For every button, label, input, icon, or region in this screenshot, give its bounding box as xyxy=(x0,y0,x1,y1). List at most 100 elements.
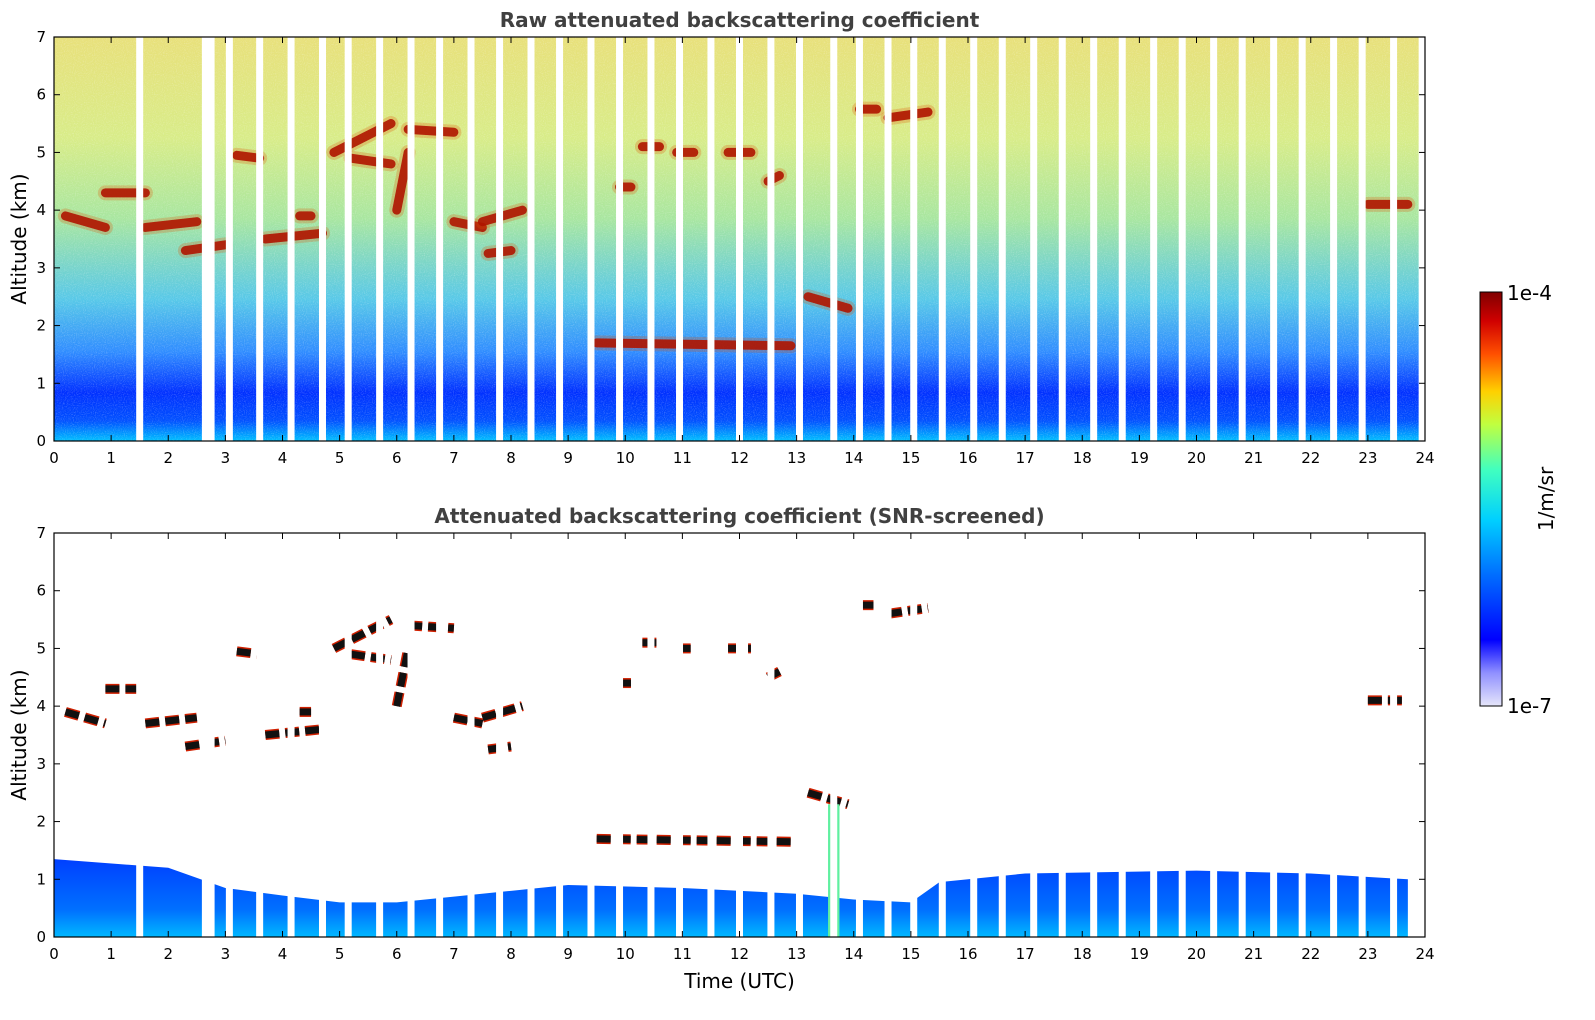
x-tick-label: 20 xyxy=(1187,945,1206,963)
x-tick-label: 19 xyxy=(1130,945,1149,963)
profile-gap xyxy=(527,533,535,937)
profile-gap xyxy=(1210,533,1218,937)
profile-gaps xyxy=(136,37,1425,441)
screened-cloud-layer xyxy=(407,621,455,632)
profile-gap xyxy=(1330,37,1338,441)
x-tick-label: 8 xyxy=(506,449,516,467)
x-tick-label: 21 xyxy=(1244,449,1263,467)
x-tick-label: 8 xyxy=(506,945,516,963)
profile-gap xyxy=(1238,533,1246,937)
screened-cloud-layer xyxy=(807,789,850,808)
cloud-layer xyxy=(346,153,396,169)
cloud-layer-halo xyxy=(589,335,799,354)
profile-gap xyxy=(1270,37,1278,441)
profile-gap xyxy=(496,37,504,441)
profile-gap xyxy=(527,37,535,441)
x-tick-label: 4 xyxy=(278,449,288,467)
profile-gap xyxy=(855,37,863,441)
profile-gap xyxy=(855,533,863,937)
y-tick-label: 7 xyxy=(36,524,46,542)
profile-gap xyxy=(556,533,564,937)
cloud-layer-halo xyxy=(389,144,416,218)
y-tick-label: 0 xyxy=(36,928,46,946)
profile-gap xyxy=(767,37,775,441)
x-tick-label: 9 xyxy=(563,945,573,963)
profile-gap xyxy=(407,533,415,937)
profile-gaps xyxy=(136,533,1425,937)
x-tick-label: 13 xyxy=(787,449,806,467)
profile-gap xyxy=(647,37,655,441)
y-tick-label: 1 xyxy=(36,870,46,888)
profile-gap xyxy=(910,533,918,937)
profile-gap xyxy=(736,37,743,441)
colorbar-unit-label: 1/m/sr xyxy=(1534,466,1558,531)
x-tick-label: 24 xyxy=(1415,449,1434,467)
x-tick-label: 14 xyxy=(844,945,863,963)
x-tick-label: 10 xyxy=(616,945,635,963)
y-tick-label: 5 xyxy=(36,143,46,161)
y-tick-label: 1 xyxy=(36,374,46,392)
profile-gap xyxy=(467,533,475,937)
y-tick-label: 5 xyxy=(36,639,46,657)
x-tick-label: 4 xyxy=(278,945,288,963)
screened-cloud-layer xyxy=(64,708,107,727)
x-tick-label: 14 xyxy=(844,449,863,467)
x-tick-label: 18 xyxy=(1073,945,1092,963)
profile-gap xyxy=(1210,37,1218,441)
y-tick-label: 4 xyxy=(36,697,46,715)
profile-gap xyxy=(830,533,838,937)
profile-gap xyxy=(225,533,233,937)
x-tick-label: 15 xyxy=(901,449,920,467)
cloud-layer xyxy=(803,292,853,313)
profile-gap xyxy=(376,533,384,937)
colorbar-scale xyxy=(1479,291,1503,707)
screened-cloud-layer xyxy=(596,835,791,846)
profile-gap xyxy=(1058,533,1066,937)
x-axis-ticks: 0 1 2 3 4 5 6 7 8 9 10 11 12 13 14 15 16 17 18 19 20 21 22 23 24 xyxy=(49,533,1435,963)
profile-gap xyxy=(616,533,624,937)
profile-gap xyxy=(225,37,233,441)
screened-cloud-layer xyxy=(350,650,392,664)
x-tick-label: 6 xyxy=(392,945,402,963)
profile-gap xyxy=(496,533,504,937)
x-tick-label: 10 xyxy=(616,449,635,467)
cloud-layer-halo xyxy=(229,147,268,166)
profile-gap xyxy=(201,533,209,937)
profile-gap xyxy=(256,37,264,441)
y-tick-label: 6 xyxy=(36,86,46,104)
x-tick-label: 15 xyxy=(901,945,920,963)
x-tick-label: 19 xyxy=(1130,449,1149,467)
x-tick-label: 22 xyxy=(1301,945,1320,963)
snr-screened-panel: Attenuated backscattering coefficient (S… xyxy=(7,504,1435,993)
colorbar: 1e-4 1e-7 1/m/sr xyxy=(1479,281,1558,718)
profile-gap xyxy=(910,37,918,441)
x-tick-label: 20 xyxy=(1187,449,1206,467)
cloud-layer xyxy=(232,150,265,163)
x-tick-label: 17 xyxy=(1016,945,1035,963)
profile-gap xyxy=(1298,533,1306,937)
profile-gap xyxy=(1090,37,1098,441)
profile-gap xyxy=(1270,533,1278,937)
x-tick-label: 0 xyxy=(49,449,59,467)
y-tick-label: 6 xyxy=(36,582,46,600)
profile-gap xyxy=(1358,533,1366,937)
x-tick-label: 23 xyxy=(1358,945,1377,963)
profile-gap xyxy=(376,37,384,441)
x-tick-label: 23 xyxy=(1358,449,1377,467)
screened-cloud-layer xyxy=(453,714,484,727)
profile-gap xyxy=(1178,533,1186,937)
cloud-layer-halo xyxy=(800,289,856,316)
x-tick-label: 2 xyxy=(163,449,173,467)
profile-gap xyxy=(587,37,595,441)
profile-gap xyxy=(287,37,295,441)
raw-backscatter-panel: Raw attenuated backscattering coefficien… xyxy=(7,8,1435,467)
profile-gap xyxy=(884,37,892,441)
cloud-layer-halo xyxy=(57,208,113,235)
profile-gap xyxy=(1090,533,1098,937)
cloud-layer-halo xyxy=(343,150,399,172)
y-tick-label: 4 xyxy=(36,201,46,219)
profile-gap xyxy=(884,533,892,937)
colorbar-min-label: 1e-7 xyxy=(1507,694,1552,718)
cloud-layer xyxy=(403,124,459,137)
